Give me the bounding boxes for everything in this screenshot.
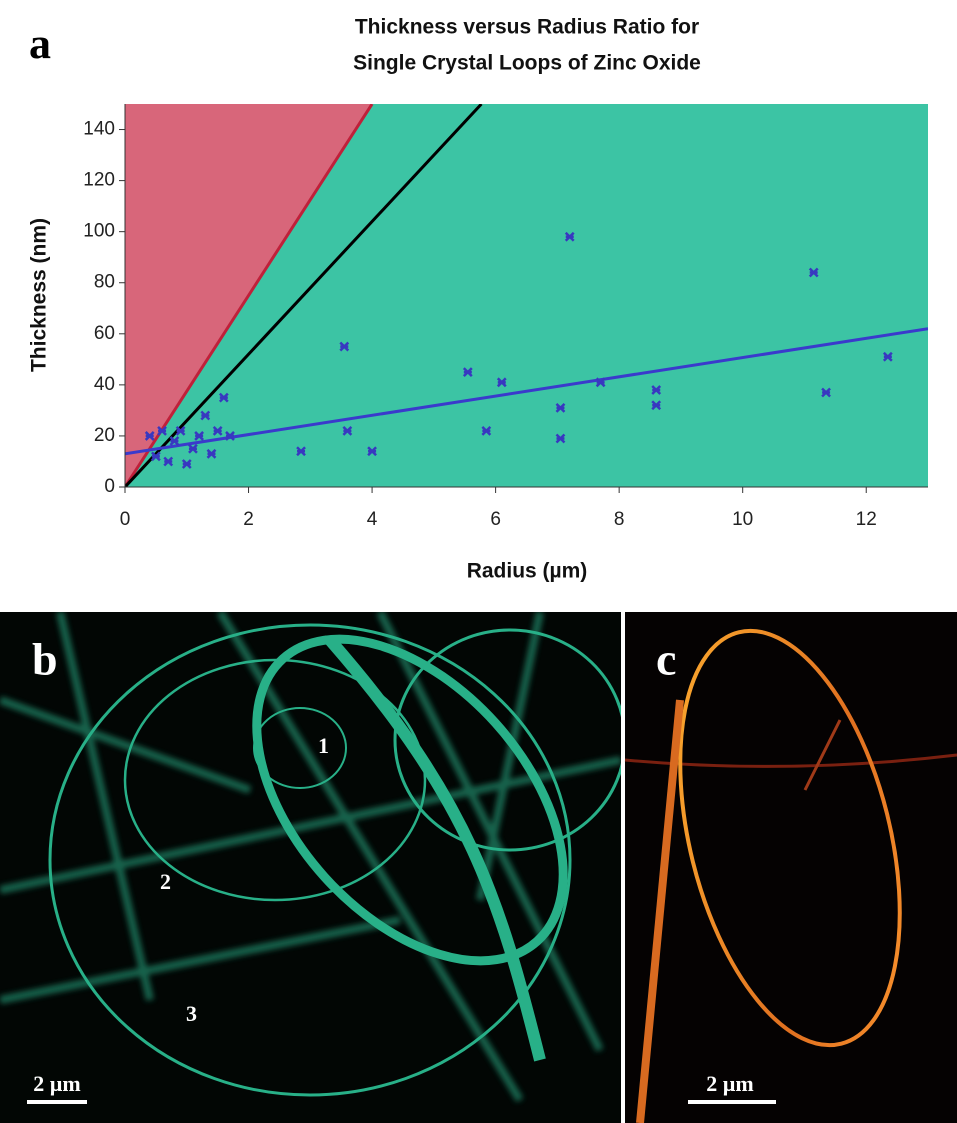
data-point [462, 367, 473, 377]
x-tick-label: 10 [732, 509, 753, 530]
data-point [367, 446, 377, 457]
y-tick-label: 100 [83, 221, 115, 242]
x-tick-label: 8 [614, 509, 625, 530]
data-point [555, 433, 566, 444]
scale-bar-label: 2 µm [706, 1071, 754, 1096]
x-tick-label: 4 [367, 509, 378, 530]
data-point [339, 341, 350, 352]
data-point [481, 425, 492, 436]
loop-label: 1 [318, 733, 329, 758]
data-point [194, 431, 205, 441]
chart-title: Thickness versus Radius Ratio for [355, 16, 699, 39]
x-axis-title: Radius (µm) [467, 560, 588, 583]
data-point [496, 377, 507, 388]
data-point [342, 425, 353, 436]
x-tick-label: 2 [243, 509, 254, 530]
data-point [169, 436, 180, 446]
y-tick-label: 80 [94, 272, 115, 293]
data-point [564, 231, 575, 242]
panel-label: b [32, 634, 58, 685]
data-point [651, 385, 662, 395]
data-point [651, 400, 662, 411]
micrograph-b [0, 612, 621, 1123]
data-point [882, 351, 893, 362]
micrograph-c [624, 612, 957, 1123]
panel-label: a [29, 19, 51, 68]
loop-label: 2 [160, 869, 171, 894]
x-tick-label: 0 [120, 509, 131, 530]
data-point [808, 267, 819, 278]
y-tick-label: 120 [83, 170, 115, 191]
data-point [296, 446, 306, 457]
data-point [175, 425, 186, 436]
data-point [225, 431, 235, 441]
plot-area: 0 20 40 60 80 100 120 140 0 2 4 6 8 10 12 [83, 104, 928, 530]
scale-bar-label: 2 µm [33, 1071, 81, 1096]
x-tick-label: 12 [856, 509, 877, 530]
y-tick-label: 40 [94, 374, 115, 395]
reference-line [125, 327, 928, 456]
data-point [200, 410, 211, 421]
data-point [151, 451, 161, 462]
y-tick-label: 0 [104, 476, 115, 497]
data-point [157, 425, 167, 436]
reference-line [125, 104, 483, 487]
data-point [595, 377, 606, 388]
reference-line [125, 104, 374, 487]
y-tick-label: 140 [83, 119, 115, 140]
y-tick-label: 20 [94, 425, 115, 446]
data-point [181, 459, 192, 469]
data-point [821, 387, 831, 398]
data-point [212, 425, 223, 436]
scale-bar [688, 1100, 776, 1104]
data-point [163, 456, 174, 467]
plot-clip [125, 104, 928, 487]
data-point [218, 392, 229, 403]
data-point [188, 443, 198, 454]
data-point [555, 402, 566, 413]
panel-label: c [656, 634, 676, 685]
data-point [144, 431, 155, 441]
y-tick-label: 60 [94, 323, 115, 344]
scale-bar [27, 1100, 87, 1104]
x-tick-label: 6 [490, 509, 501, 530]
chart-title: Single Crystal Loops of Zinc Oxide [353, 52, 701, 75]
y-axis-title: Thickness (nm) [28, 218, 51, 372]
loop-label: 3 [186, 1001, 197, 1026]
data-point [206, 448, 217, 459]
